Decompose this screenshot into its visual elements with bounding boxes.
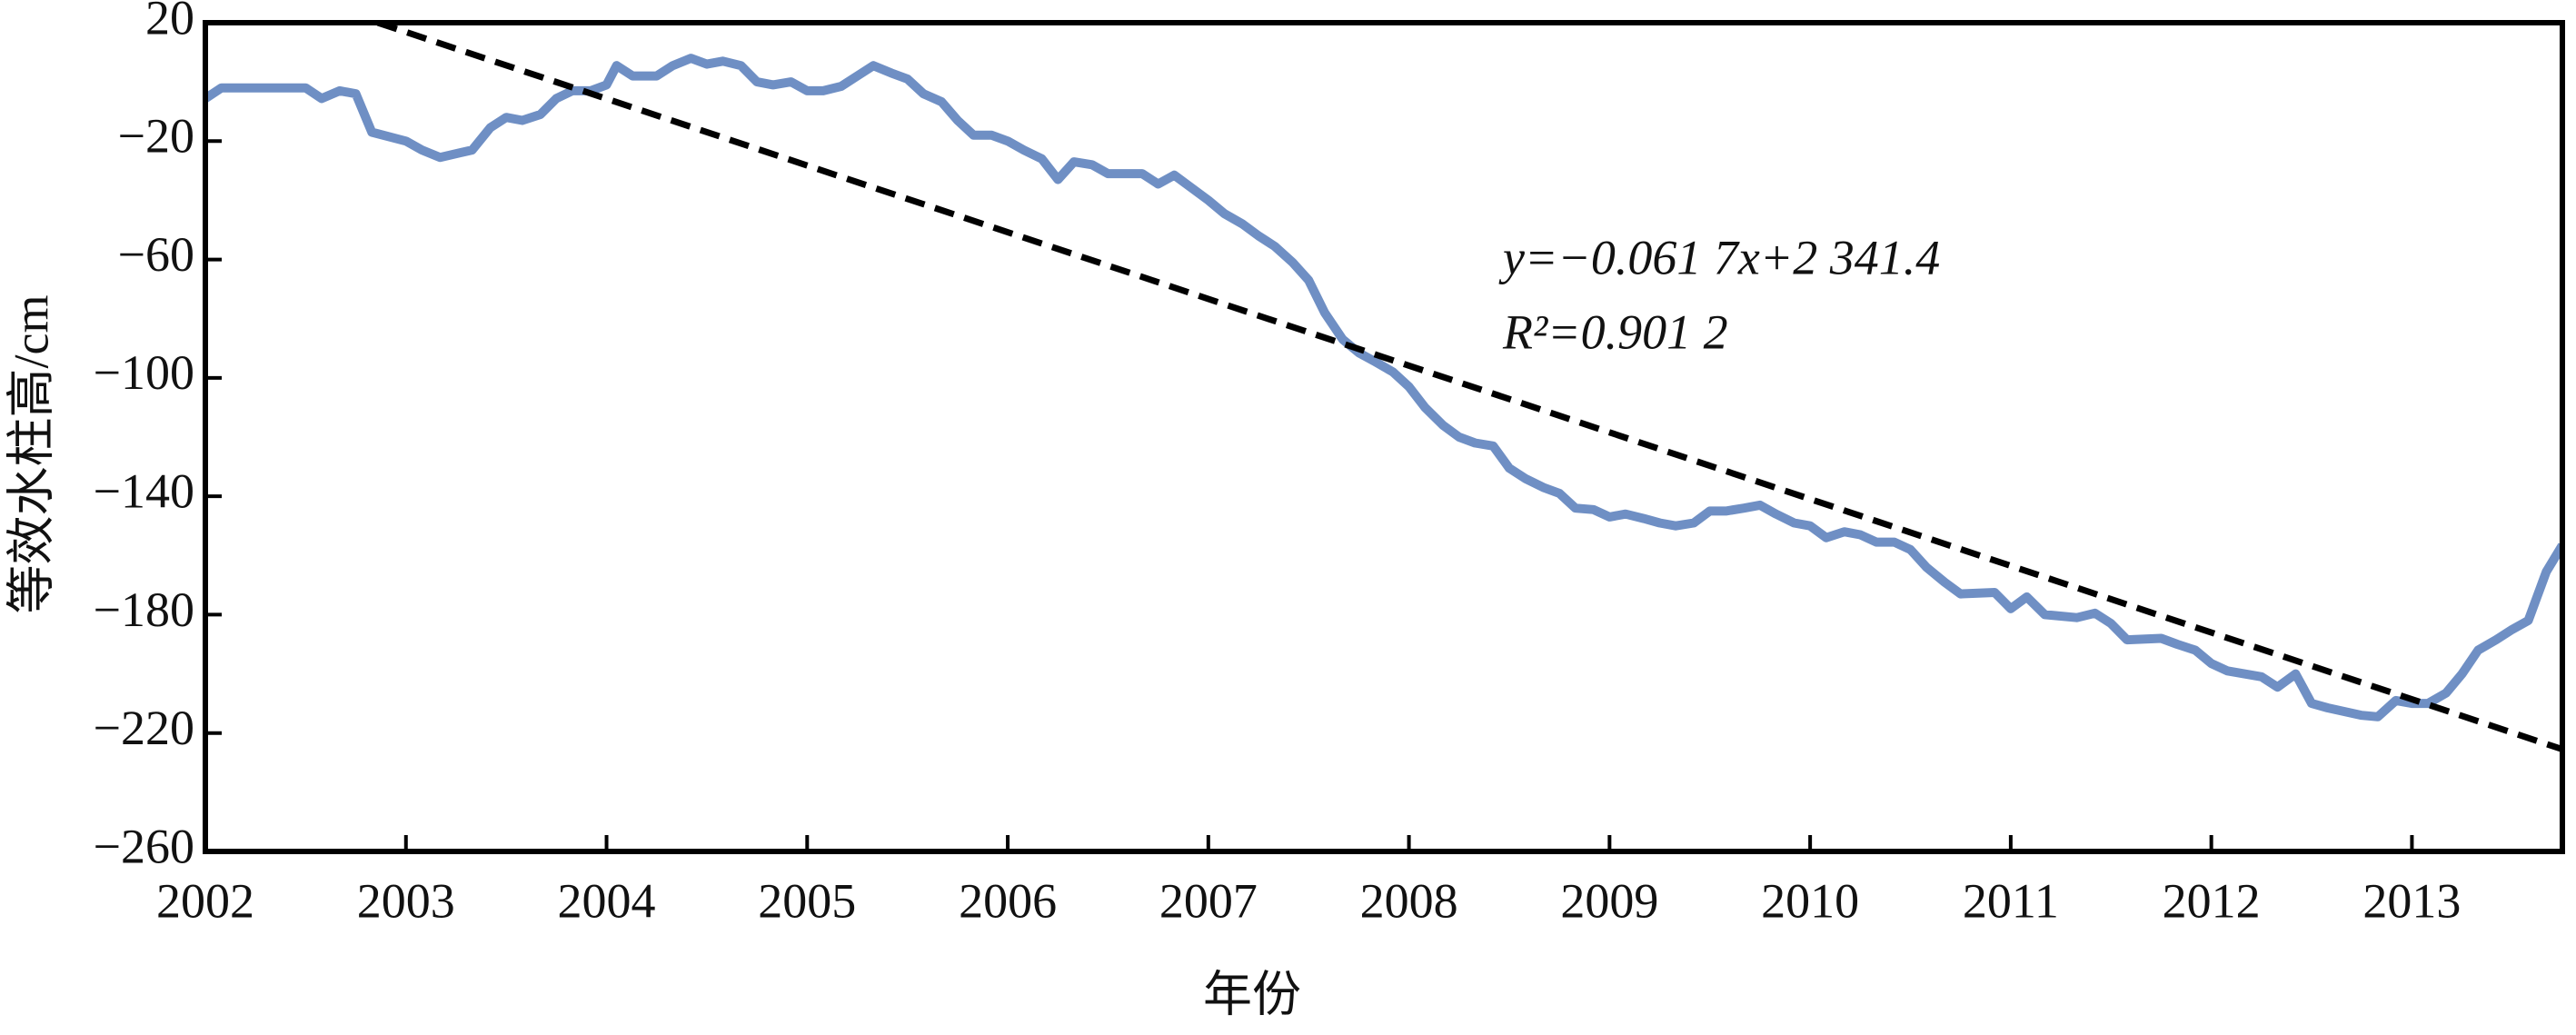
y-tick-label: −100 (94, 345, 194, 400)
x-tick-label: 2011 (1963, 873, 2059, 928)
x-tick-label: 2004 (558, 873, 656, 928)
x-tick-label: 2006 (959, 873, 1057, 928)
x-tick-label: 2002 (156, 873, 254, 928)
x-tick-label: 2005 (758, 873, 856, 928)
x-tick-label: 2012 (2163, 873, 2261, 928)
x-axis-label: 年份 (1203, 967, 1301, 1021)
annotation: y=−0.061 7x+2 341.4 (1498, 230, 1940, 284)
y-tick-label: −220 (94, 701, 194, 755)
y-tick-label: −140 (94, 464, 194, 519)
y-tick-label: 20 (145, 0, 194, 45)
y-tick-label: −60 (118, 227, 194, 282)
x-tick-label: 2008 (1360, 873, 1458, 928)
x-tick-label: 2003 (357, 873, 455, 928)
y-tick-label: −260 (94, 819, 194, 873)
x-tick-label: 2013 (2362, 873, 2461, 928)
annotation: R²=0.901 2 (1502, 304, 1728, 359)
y-axis-label: 等效水柱高/cm (4, 295, 58, 614)
x-tick-label: 2010 (1761, 873, 1859, 928)
data-line (205, 54, 2562, 722)
x-tick-label: 2007 (1159, 873, 1258, 928)
plot-frame (203, 20, 2565, 854)
x-tick-label: 2009 (1560, 873, 1658, 928)
trend-line (376, 23, 2562, 752)
y-tick-label: −180 (94, 582, 194, 637)
y-tick-label: −20 (118, 109, 194, 164)
